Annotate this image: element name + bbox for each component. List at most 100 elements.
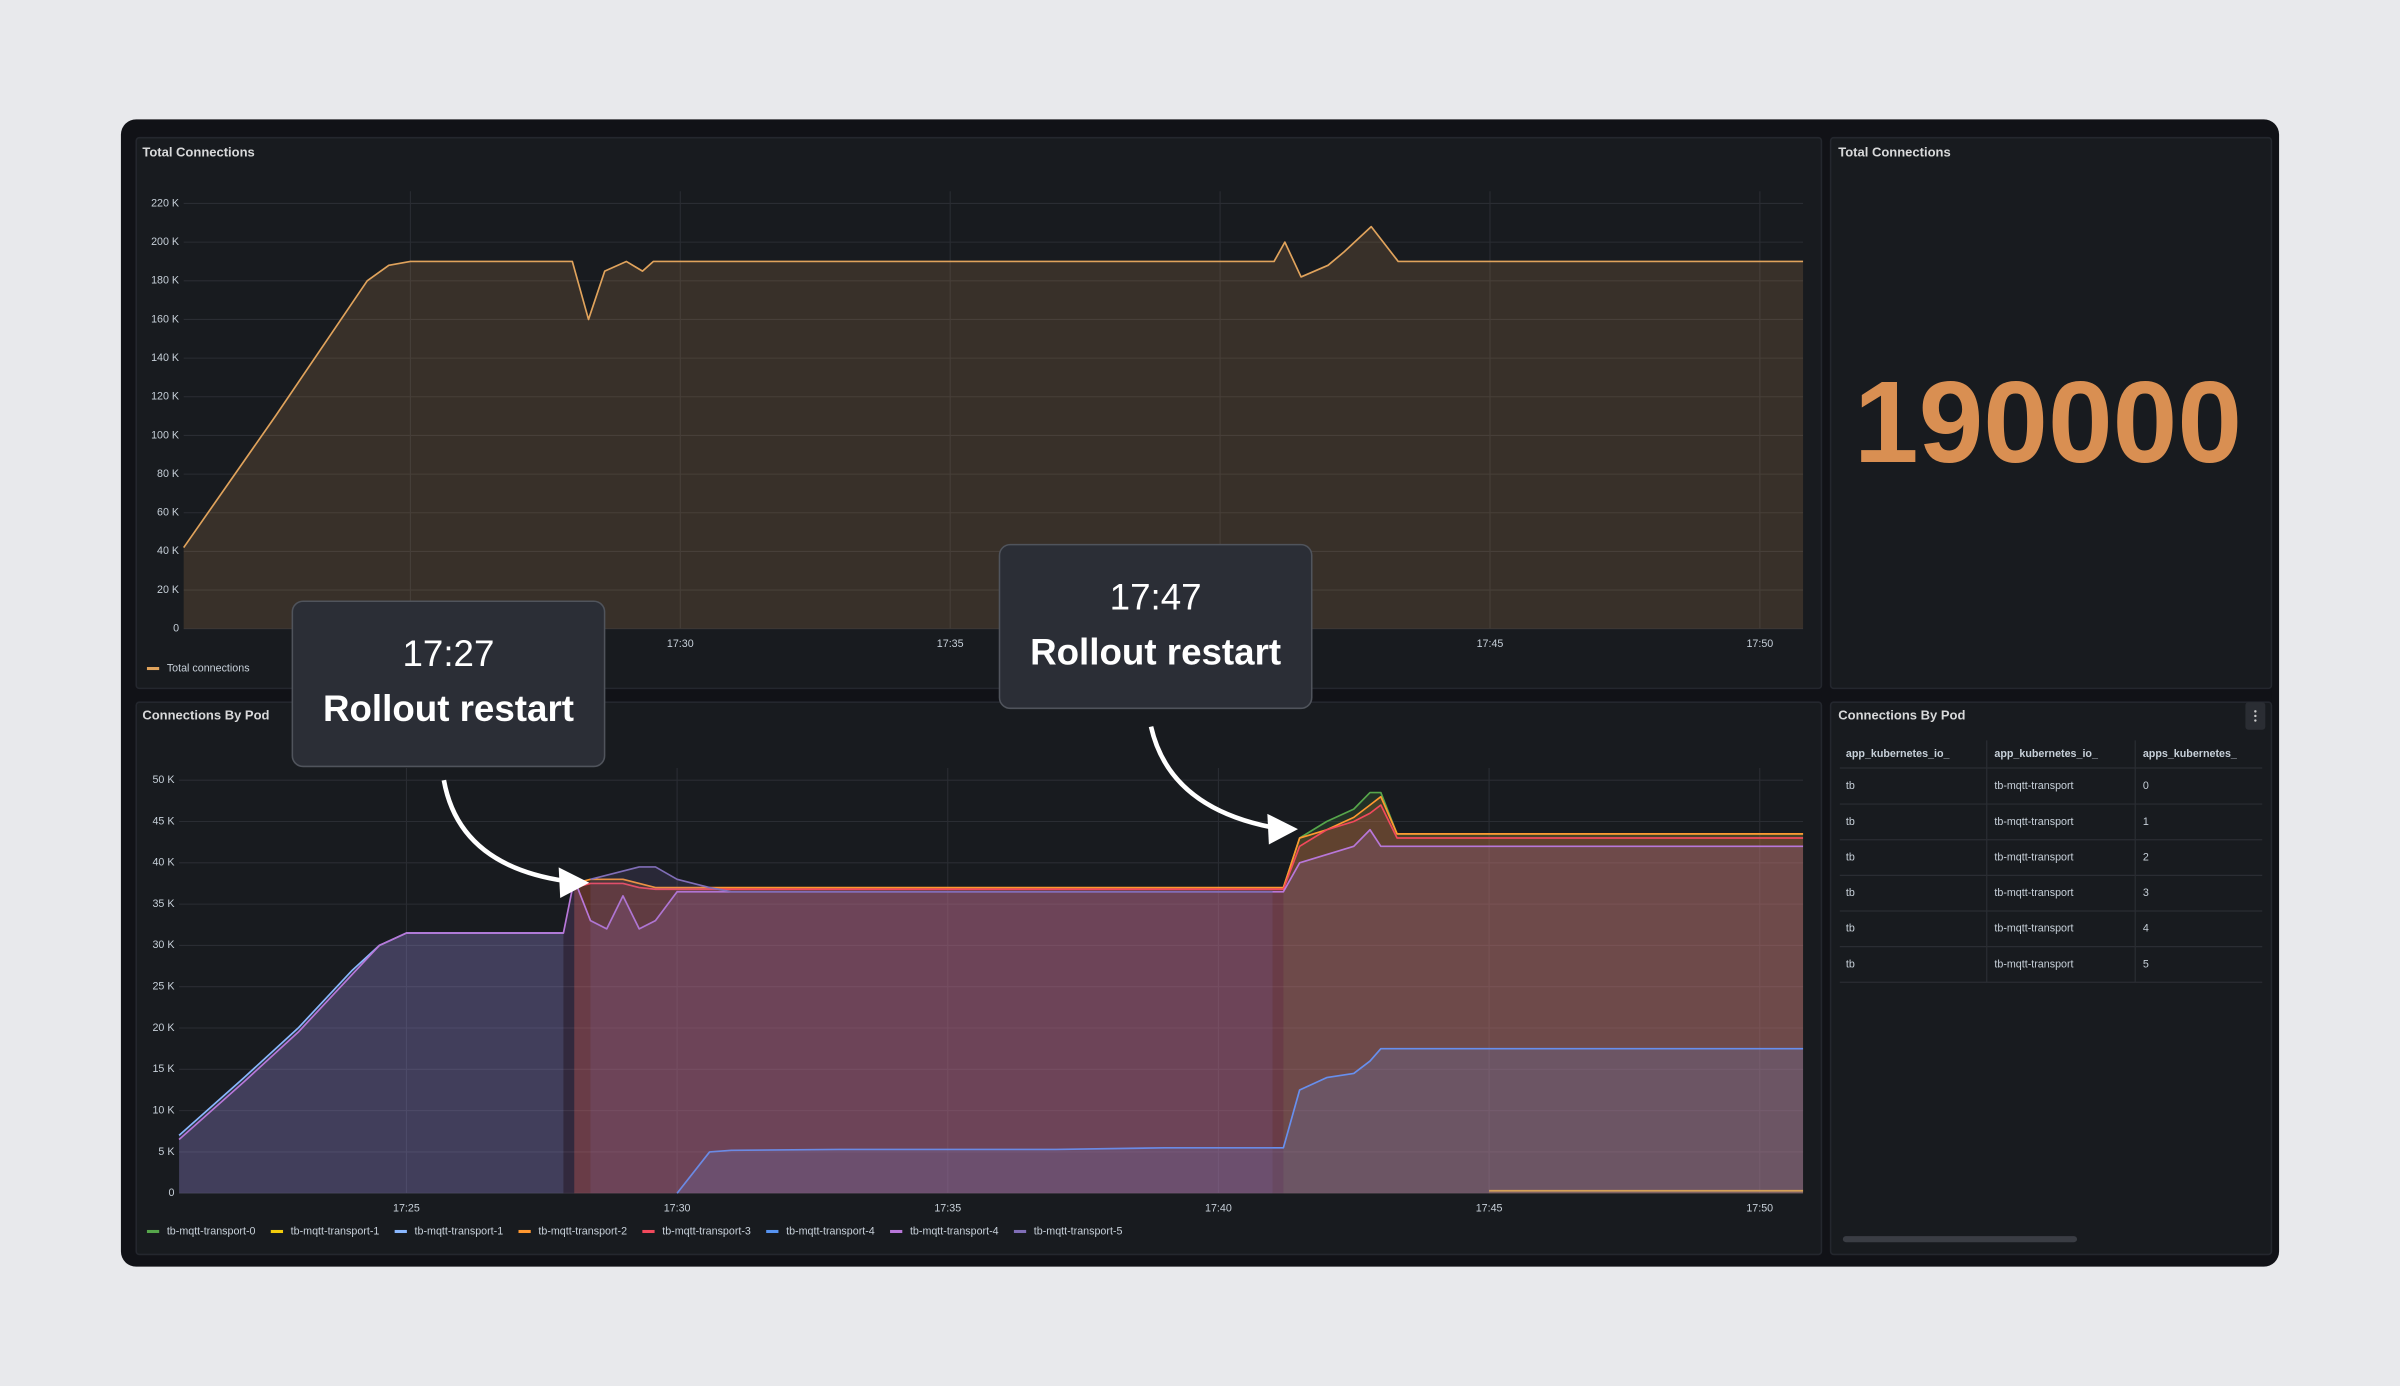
series-line	[574, 804, 1804, 891]
y-tick-label: 25 K	[152, 981, 175, 993]
y-tick-label: 220 K	[151, 197, 180, 209]
y-tick-label: 35 K	[152, 898, 175, 910]
table-cell: tb	[1846, 958, 1855, 970]
x-tick-label: 17:45	[1476, 1202, 1503, 1214]
x-tick-label: 17:30	[664, 1202, 691, 1214]
y-tick-label: 200 K	[151, 236, 180, 248]
table-cell: tb-mqtt-transport	[1994, 816, 2073, 828]
table-cell: 1	[2143, 816, 2149, 828]
callout-box	[998, 543, 1313, 710]
legend-label: tb-mqtt-transport-1	[291, 1225, 380, 1237]
table-cell: tb	[1846, 887, 1855, 899]
area-fill	[179, 933, 564, 1194]
table-cell: tb	[1846, 923, 1855, 935]
callout: 17:47 Rollout restart	[998, 543, 1313, 845]
table-cell: tb	[1846, 780, 1855, 792]
series-line	[590, 866, 1273, 893]
legend-label: tb-mqtt-transport-3	[662, 1225, 751, 1237]
table-cell: tb	[1846, 851, 1855, 863]
legend-label: tb-mqtt-transport-1	[415, 1225, 504, 1237]
callout-text: Rollout restart	[1030, 631, 1281, 672]
y-tick-label: 15 K	[152, 1063, 175, 1075]
scrollbar[interactable]	[1842, 1236, 2078, 1243]
y-tick-label: 50 K	[152, 774, 175, 786]
series-line	[676, 1047, 1804, 1194]
callout-text: Rollout restart	[323, 688, 574, 729]
menu-dot	[2254, 710, 2257, 713]
stat-value: 190000	[1854, 357, 2242, 487]
y-tick-label: 0	[169, 1187, 175, 1199]
column-header: app_kubernetes_io_	[1846, 748, 1951, 760]
panel-title: Total Connections	[1838, 144, 1950, 159]
panel-title: Connections By Pod	[1838, 707, 1965, 722]
y-tick-label: 100 K	[151, 429, 180, 441]
area-fill	[677, 1048, 1804, 1194]
table-cell: 3	[2143, 887, 2149, 899]
legend-label: tb-mqtt-transport-4	[910, 1225, 999, 1237]
series-line	[574, 795, 1804, 889]
y-tick-label: 80 K	[157, 468, 180, 480]
menu-dot	[2254, 714, 2257, 718]
table-cell: 4	[2143, 923, 2149, 935]
area-fill	[590, 866, 1273, 1194]
series-line	[178, 828, 1804, 1141]
menu-dot	[2254, 719, 2257, 722]
area-fill	[179, 829, 1804, 1194]
y-tick-label: 140 K	[151, 352, 180, 364]
panel	[135, 701, 1823, 1256]
table-cell: tb-mqtt-transport	[1994, 958, 2073, 970]
y-tick-label: 60 K	[157, 507, 180, 519]
series-line	[182, 225, 1804, 549]
area-fill	[574, 804, 1804, 1194]
legend-label: Total connections	[167, 662, 250, 674]
callout-box	[291, 600, 606, 768]
y-tick-label: 160 K	[151, 313, 180, 325]
plots: Total Connections 0 20 K 40 K 60 K 80 K 100 K 1…	[142, 144, 1804, 1237]
x-tick-label: 17:40	[1205, 1202, 1232, 1214]
arrow-head	[1267, 813, 1298, 845]
y-tick-label: 10 K	[152, 1104, 175, 1116]
table: app_kubernetes_io_ app_kubernetes_io_ apps…	[1839, 740, 2263, 983]
y-tick-label: 45 K	[152, 815, 175, 827]
x-tick-label: 17:45	[1477, 638, 1504, 650]
y-tick-label: 0	[173, 623, 179, 635]
callout-time: 17:27	[403, 633, 495, 674]
panel-title: Total Connections	[142, 144, 254, 159]
table-cell: 2	[2143, 851, 2149, 863]
panel-title: Connections By Pod	[142, 707, 269, 722]
x-tick-label: 17:25	[393, 1202, 420, 1214]
table-cell: tb-mqtt-transport	[1994, 887, 2073, 899]
y-tick-label: 40 K	[152, 857, 175, 869]
y-tick-label: 20 K	[152, 1022, 175, 1034]
arrow	[441, 779, 567, 884]
callout: 17:27 Rollout restart	[291, 600, 606, 898]
panel	[1829, 136, 2273, 690]
callout-time: 17:47	[1110, 576, 1202, 617]
area-fill	[183, 226, 1804, 629]
arrow	[1148, 726, 1274, 830]
x-tick-label: 17:50	[1746, 638, 1773, 650]
y-tick-label: 120 K	[151, 391, 180, 403]
legend-label: tb-mqtt-transport-4	[786, 1225, 875, 1237]
y-tick-label: 5 K	[158, 1146, 175, 1158]
table-cell: tb-mqtt-transport	[1994, 923, 2073, 935]
legend-label: tb-mqtt-transport-2	[538, 1225, 627, 1237]
table-cell: 5	[2143, 958, 2149, 970]
legend-label: tb-mqtt-transport-0	[167, 1225, 256, 1237]
y-tick-label: 30 K	[152, 939, 175, 951]
panel	[135, 136, 1823, 690]
column-header: apps_kubernetes_	[2143, 748, 2238, 760]
area-fill	[574, 796, 1804, 1194]
x-tick-label: 17:50	[1746, 1202, 1773, 1214]
arrow-head	[558, 867, 590, 898]
y-tick-label: 180 K	[151, 275, 180, 287]
y-tick-label: 40 K	[157, 545, 180, 557]
y-tick-label: 20 K	[157, 584, 180, 596]
area-fill	[1283, 792, 1804, 1194]
column-header: app_kubernetes_io_	[1994, 748, 2099, 760]
x-tick-label: 17:35	[934, 1202, 961, 1214]
x-tick-label: 17:30	[667, 638, 694, 650]
table-cell: tb	[1846, 816, 1855, 828]
